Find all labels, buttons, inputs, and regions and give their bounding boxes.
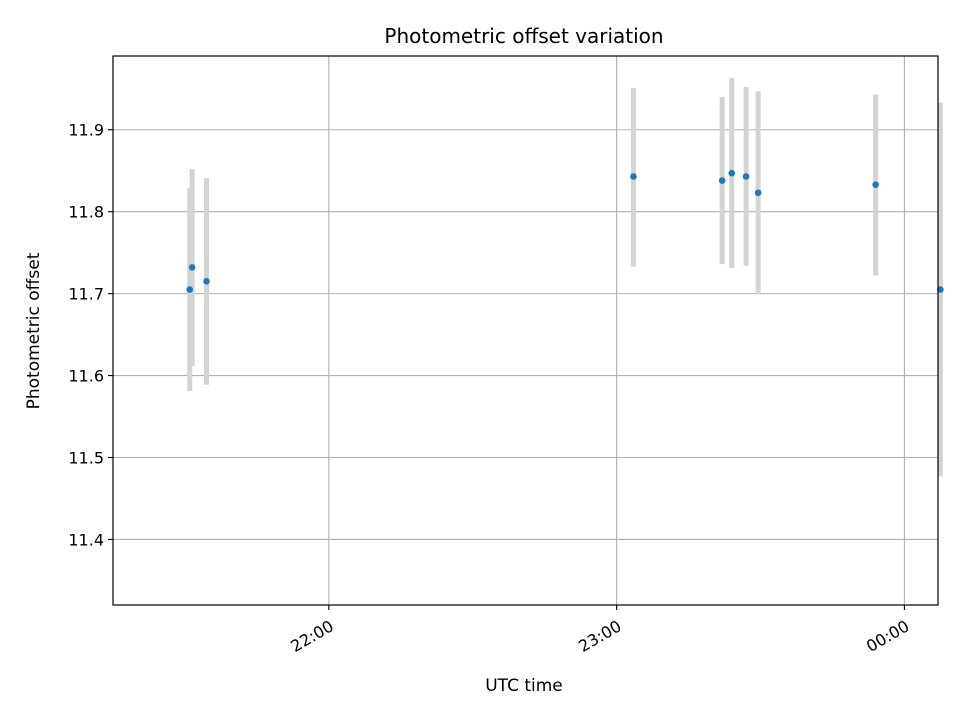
x-tick-label: 22:00 — [287, 616, 336, 656]
data-point — [203, 278, 210, 285]
data-point — [937, 286, 944, 293]
data-point — [718, 177, 726, 184]
x-tick-label: 00:00 — [863, 616, 912, 656]
x-tick-label: 23:00 — [575, 616, 624, 656]
grid — [113, 56, 938, 605]
error-bars — [187, 78, 943, 477]
data-point — [742, 173, 750, 180]
plot-frame — [112, 55, 939, 606]
y-tick-label: 11.7 — [68, 285, 104, 304]
y-tick-label: 11.9 — [68, 121, 104, 140]
data-point — [630, 173, 637, 180]
y-tick-label: 11.4 — [68, 530, 104, 549]
data-point — [188, 264, 196, 271]
x-axis-label: UTC time — [485, 676, 563, 696]
data-points — [186, 169, 944, 293]
ticks: 11.411.511.611.711.811.922:0023:0000:000… — [68, 121, 912, 656]
data-point — [728, 169, 736, 177]
y-axis-label: Photometric offset — [24, 252, 44, 409]
data-point — [872, 181, 879, 188]
data-point — [754, 189, 762, 197]
y-tick-label: 11.8 — [68, 203, 104, 222]
data-point — [186, 286, 194, 293]
y-tick-label: 11.6 — [68, 367, 104, 386]
chart-title: Photometric offset variation — [384, 24, 663, 48]
y-tick-label: 11.5 — [68, 449, 104, 468]
